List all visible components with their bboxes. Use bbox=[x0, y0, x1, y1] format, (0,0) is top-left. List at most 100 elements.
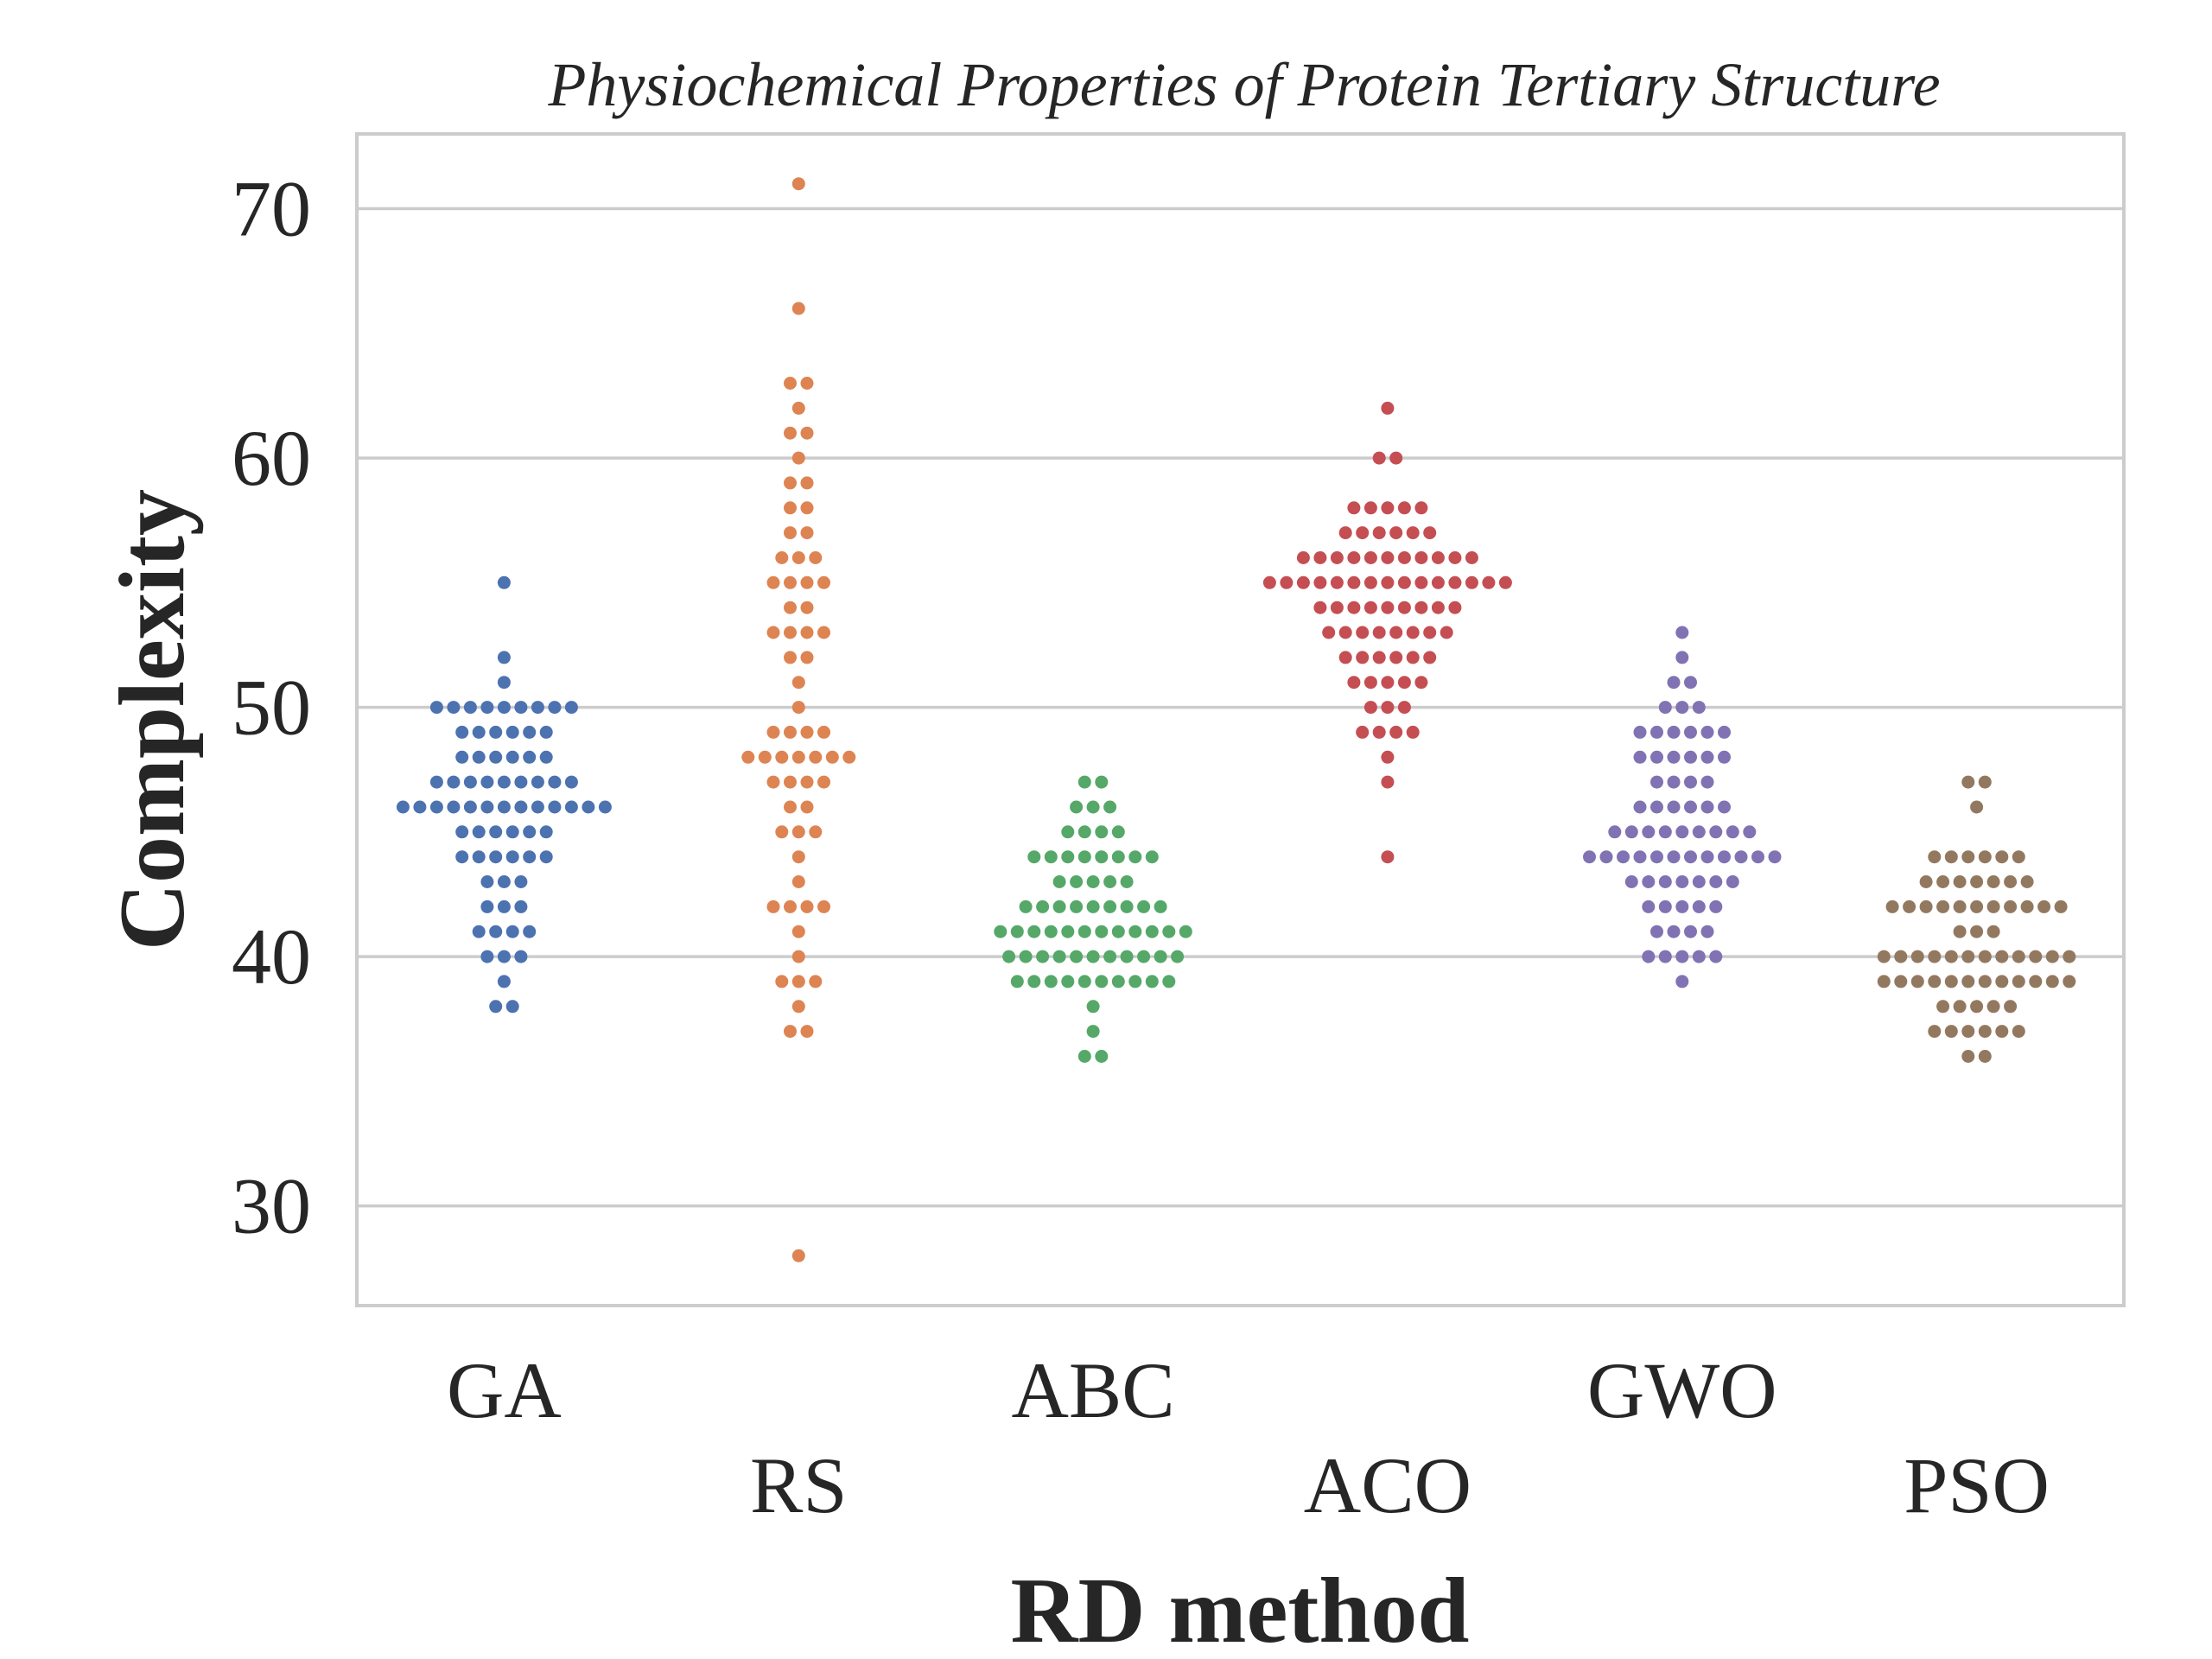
point-rs bbox=[784, 899, 797, 913]
point-abc bbox=[994, 925, 1007, 938]
data-points bbox=[396, 177, 2076, 1262]
point-gwo bbox=[1667, 725, 1681, 739]
point-aco bbox=[1372, 626, 1386, 639]
point-aco bbox=[1262, 575, 1276, 589]
point-gwo bbox=[1675, 950, 1689, 963]
point-abc bbox=[1061, 975, 1075, 988]
point-abc bbox=[1103, 875, 1117, 888]
point-pso bbox=[2045, 975, 2059, 988]
point-ga bbox=[497, 775, 511, 789]
point-pso bbox=[2063, 950, 2076, 963]
point-ga bbox=[523, 925, 537, 938]
point-gwo bbox=[1692, 701, 1706, 715]
point-gwo bbox=[1751, 850, 1764, 864]
point-pso bbox=[1970, 875, 1984, 888]
point-gwo bbox=[1700, 800, 1714, 814]
point-abc bbox=[1027, 925, 1041, 938]
point-aco bbox=[1347, 676, 1361, 690]
point-ga bbox=[455, 825, 469, 839]
point-pso bbox=[1978, 975, 1992, 988]
point-aco bbox=[1381, 501, 1395, 515]
point-gwo bbox=[1608, 825, 1622, 839]
point-pso bbox=[1877, 975, 1891, 988]
point-pso bbox=[1995, 950, 2009, 963]
point-aco bbox=[1356, 725, 1370, 739]
point-ga bbox=[489, 1000, 503, 1014]
point-ga bbox=[455, 750, 469, 764]
point-rs bbox=[809, 750, 823, 764]
point-pso bbox=[1910, 975, 1924, 988]
point-abc bbox=[1111, 850, 1125, 864]
point-aco bbox=[1448, 551, 1462, 564]
point-gwo bbox=[1658, 825, 1672, 839]
point-rs bbox=[817, 725, 830, 739]
point-gwo bbox=[1642, 899, 1656, 913]
point-pso bbox=[2020, 875, 2034, 888]
point-pso bbox=[1961, 1050, 1975, 1063]
point-rs bbox=[784, 526, 797, 540]
point-aco bbox=[1347, 601, 1361, 614]
point-gwo bbox=[1743, 825, 1757, 839]
point-gwo bbox=[1667, 676, 1681, 690]
y-tick-label-60: 60 bbox=[232, 414, 311, 502]
point-rs bbox=[766, 899, 780, 913]
point-aco bbox=[1296, 551, 1310, 564]
point-ga bbox=[539, 825, 553, 839]
point-ga bbox=[472, 925, 486, 938]
point-ga bbox=[505, 1000, 519, 1014]
y-tick-label-50: 50 bbox=[232, 664, 311, 752]
point-gwo bbox=[1633, 725, 1647, 739]
point-rs bbox=[800, 651, 814, 664]
point-gwo bbox=[1633, 850, 1647, 864]
point-aco bbox=[1423, 526, 1437, 540]
point-abc bbox=[1061, 825, 1075, 839]
point-ga bbox=[497, 950, 511, 963]
point-abc bbox=[1145, 925, 1159, 938]
point-abc bbox=[1070, 800, 1084, 814]
point-gwo bbox=[1650, 850, 1663, 864]
point-aco bbox=[1482, 575, 1496, 589]
point-aco bbox=[1313, 551, 1327, 564]
point-gwo bbox=[1692, 950, 1706, 963]
point-aco bbox=[1406, 626, 1420, 639]
point-aco bbox=[1414, 575, 1428, 589]
point-abc bbox=[1095, 775, 1109, 789]
series-pso bbox=[1877, 775, 2076, 1063]
point-abc bbox=[1111, 825, 1125, 839]
point-pso bbox=[1986, 925, 2000, 938]
point-abc bbox=[1128, 925, 1142, 938]
point-pso bbox=[1944, 950, 1958, 963]
point-aco bbox=[1397, 501, 1411, 515]
y-tick-labels: 30 40 50 60 70 bbox=[232, 165, 311, 1250]
point-abc bbox=[1120, 899, 1134, 913]
point-pso bbox=[1961, 950, 1975, 963]
point-gwo bbox=[1675, 875, 1689, 888]
point-ga bbox=[497, 651, 511, 664]
point-ga bbox=[447, 701, 461, 715]
point-pso bbox=[1944, 975, 1958, 988]
point-gwo bbox=[1667, 800, 1681, 814]
point-abc bbox=[1111, 925, 1125, 938]
point-ga bbox=[548, 701, 562, 715]
point-abc bbox=[1086, 800, 1100, 814]
point-rs bbox=[817, 575, 830, 589]
point-aco bbox=[1363, 501, 1377, 515]
point-aco bbox=[1347, 551, 1361, 564]
point-pso bbox=[1919, 899, 1933, 913]
point-aco bbox=[1397, 601, 1411, 614]
point-rs bbox=[784, 725, 797, 739]
point-ga bbox=[489, 850, 503, 864]
point-pso bbox=[1986, 1000, 2000, 1014]
point-aco bbox=[1347, 501, 1361, 515]
point-pso bbox=[1970, 800, 1984, 814]
point-ga bbox=[539, 750, 553, 764]
point-pso bbox=[1944, 850, 1958, 864]
point-aco bbox=[1389, 526, 1403, 540]
point-gwo bbox=[1675, 701, 1689, 715]
point-pso bbox=[1936, 1000, 1950, 1014]
point-rs bbox=[791, 451, 805, 465]
point-ga bbox=[564, 800, 578, 814]
point-rs bbox=[741, 750, 755, 764]
point-pso bbox=[1894, 950, 1908, 963]
point-aco bbox=[1296, 575, 1310, 589]
